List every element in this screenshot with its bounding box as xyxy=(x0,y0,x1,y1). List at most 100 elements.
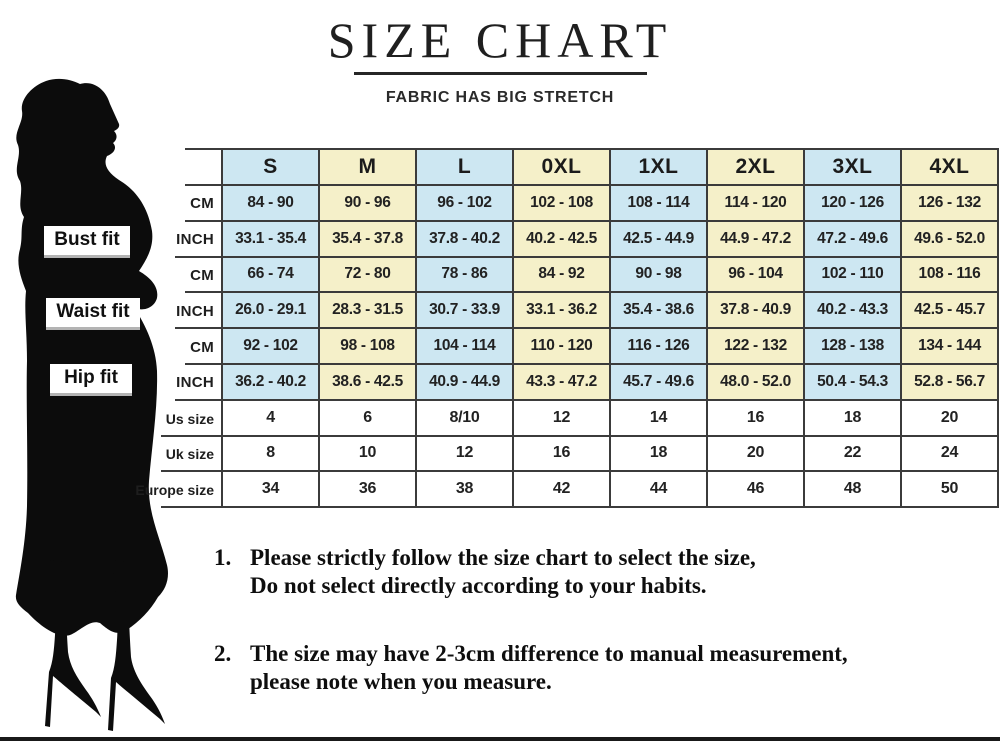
size-header-4xl: 4XL xyxy=(902,150,999,186)
cell-hip-inch-m: 38.6 - 42.5 xyxy=(320,364,417,401)
cell-waist-cm-m: 72 - 80 xyxy=(320,257,417,294)
notes-section: 1. Please strictly follow the size chart… xyxy=(214,544,914,696)
cell-europe-size-1xl: 44 xyxy=(611,472,708,509)
cell-hip-inch-l: 40.9 - 44.9 xyxy=(417,364,514,401)
cell-us-size-1xl: 14 xyxy=(611,400,708,437)
note-1: 1. Please strictly follow the size chart… xyxy=(214,544,914,600)
cell-hip-inch-1xl: 45.7 - 49.6 xyxy=(611,364,708,401)
size-header-m: M xyxy=(320,150,417,186)
woman-silhouette-icon xyxy=(15,78,168,731)
cell-bust-cm-2xl: 114 - 120 xyxy=(708,186,805,222)
label-header-spacer xyxy=(130,148,221,186)
size-table-grid: S M L 0XL 1XL 2XL 3XL 4XL 84 - 90 90 - 96 96 - 102… xyxy=(221,148,999,509)
row-label-inch: INCH xyxy=(130,222,221,258)
cell-waist-inch-2xl: 37.8 - 40.9 xyxy=(708,293,805,330)
cell-bust-cm-4xl: 126 - 132 xyxy=(902,186,999,222)
row-label-cm: CM xyxy=(130,258,221,294)
cell-bust-inch-4xl: 49.6 - 52.0 xyxy=(902,221,999,258)
size-header-1xl: 1XL xyxy=(611,150,708,186)
cell-uk-size-l: 12 xyxy=(417,436,514,473)
cell-waist-inch-m: 28.3 - 31.5 xyxy=(320,293,417,330)
row-label-us-size: Us size xyxy=(130,401,221,437)
cell-bust-inch-2xl: 44.9 - 47.2 xyxy=(708,221,805,258)
row-label-uk-size: Uk size xyxy=(130,437,221,473)
cell-europe-size-4xl: 50 xyxy=(902,472,999,509)
cell-uk-size-s: 8 xyxy=(223,436,320,473)
cell-hip-cm-0xl: 110 - 120 xyxy=(514,329,611,365)
cell-us-size-l: 8/10 xyxy=(417,400,514,437)
cell-hip-cm-m: 98 - 108 xyxy=(320,329,417,365)
cell-waist-inch-4xl: 42.5 - 45.7 xyxy=(902,293,999,330)
note-2-line-2: please note when you measure. xyxy=(250,669,552,694)
size-table-label-column: CM INCH CM INCH CM INCH Us size Uk size Europe s… xyxy=(130,148,221,508)
row-label-inch: INCH xyxy=(130,293,221,329)
cell-bust-inch-0xl: 40.2 - 42.5 xyxy=(514,221,611,258)
cell-waist-cm-3xl: 102 - 110 xyxy=(805,257,902,294)
cell-us-size-2xl: 16 xyxy=(708,400,805,437)
note-1-number: 1. xyxy=(214,545,232,570)
cell-hip-inch-4xl: 52.8 - 56.7 xyxy=(902,364,999,401)
cell-europe-size-0xl: 42 xyxy=(514,472,611,509)
cell-bust-cm-l: 96 - 102 xyxy=(417,186,514,222)
cell-waist-cm-1xl: 90 - 98 xyxy=(611,257,708,294)
cell-bust-cm-1xl: 108 - 114 xyxy=(611,186,708,222)
cell-bust-inch-1xl: 42.5 - 44.9 xyxy=(611,221,708,258)
size-header-l: L xyxy=(417,150,514,186)
cell-waist-cm-4xl: 108 - 116 xyxy=(902,257,999,294)
cell-europe-size-l: 38 xyxy=(417,472,514,509)
cell-hip-cm-3xl: 128 - 138 xyxy=(805,329,902,365)
cell-bust-inch-s: 33.1 - 35.4 xyxy=(223,221,320,258)
bottom-edge-bar xyxy=(0,737,1000,741)
note-2-line-1: The size may have 2-3cm difference to ma… xyxy=(250,641,848,666)
cell-bust-cm-0xl: 102 - 108 xyxy=(514,186,611,222)
cell-waist-cm-0xl: 84 - 92 xyxy=(514,257,611,294)
cell-waist-inch-l: 30.7 - 33.9 xyxy=(417,293,514,330)
cell-us-size-4xl: 20 xyxy=(902,400,999,437)
cell-waist-inch-1xl: 35.4 - 38.6 xyxy=(611,293,708,330)
note-2: 2. The size may have 2-3cm difference to… xyxy=(214,640,914,696)
cell-hip-cm-1xl: 116 - 126 xyxy=(611,329,708,365)
title-divider xyxy=(353,72,647,75)
cell-europe-size-3xl: 48 xyxy=(805,472,902,509)
size-header-s: S xyxy=(223,150,320,186)
cell-hip-cm-4xl: 134 - 144 xyxy=(902,329,999,365)
cell-bust-inch-3xl: 47.2 - 49.6 xyxy=(805,221,902,258)
cell-uk-size-4xl: 24 xyxy=(902,436,999,473)
cell-europe-size-2xl: 46 xyxy=(708,472,805,509)
cell-bust-cm-m: 90 - 96 xyxy=(320,186,417,222)
row-label-cm: CM xyxy=(130,186,221,222)
row-label-europe-size: Europe size xyxy=(130,472,221,508)
bust-fit-label: Bust fit xyxy=(44,226,130,258)
cell-waist-inch-0xl: 33.1 - 36.2 xyxy=(514,293,611,330)
cell-us-size-0xl: 12 xyxy=(514,400,611,437)
cell-uk-size-m: 10 xyxy=(320,436,417,473)
page-title: SIZE CHART xyxy=(327,12,673,68)
cell-hip-inch-2xl: 48.0 - 52.0 xyxy=(708,364,805,401)
cell-bust-inch-l: 37.8 - 40.2 xyxy=(417,221,514,258)
cell-hip-inch-3xl: 50.4 - 54.3 xyxy=(805,364,902,401)
cell-us-size-3xl: 18 xyxy=(805,400,902,437)
row-label-inch: INCH xyxy=(130,365,221,401)
title-block: SIZE CHART FABRIC HAS BIG STRETCH xyxy=(0,14,1000,107)
cell-waist-cm-s: 66 - 74 xyxy=(223,257,320,294)
cell-europe-size-s: 34 xyxy=(223,472,320,509)
cell-uk-size-3xl: 22 xyxy=(805,436,902,473)
subtitle: FABRIC HAS BIG STRETCH xyxy=(385,89,615,106)
cell-hip-inch-0xl: 43.3 - 47.2 xyxy=(514,364,611,401)
waist-fit-label: Waist fit xyxy=(46,298,140,330)
cell-uk-size-0xl: 16 xyxy=(514,436,611,473)
cell-bust-cm-3xl: 120 - 126 xyxy=(805,186,902,222)
cell-hip-cm-l: 104 - 114 xyxy=(417,329,514,365)
cell-europe-size-m: 36 xyxy=(320,472,417,509)
cell-uk-size-1xl: 18 xyxy=(611,436,708,473)
cell-uk-size-2xl: 20 xyxy=(708,436,805,473)
cell-waist-inch-3xl: 40.2 - 43.3 xyxy=(805,293,902,330)
cell-hip-inch-s: 36.2 - 40.2 xyxy=(223,364,320,401)
note-1-line-1: Please strictly follow the size chart to… xyxy=(250,545,756,570)
cell-bust-inch-m: 35.4 - 37.8 xyxy=(320,221,417,258)
hip-fit-label: Hip fit xyxy=(50,364,132,396)
row-label-cm: CM xyxy=(130,329,221,365)
note-2-number: 2. xyxy=(214,641,232,666)
